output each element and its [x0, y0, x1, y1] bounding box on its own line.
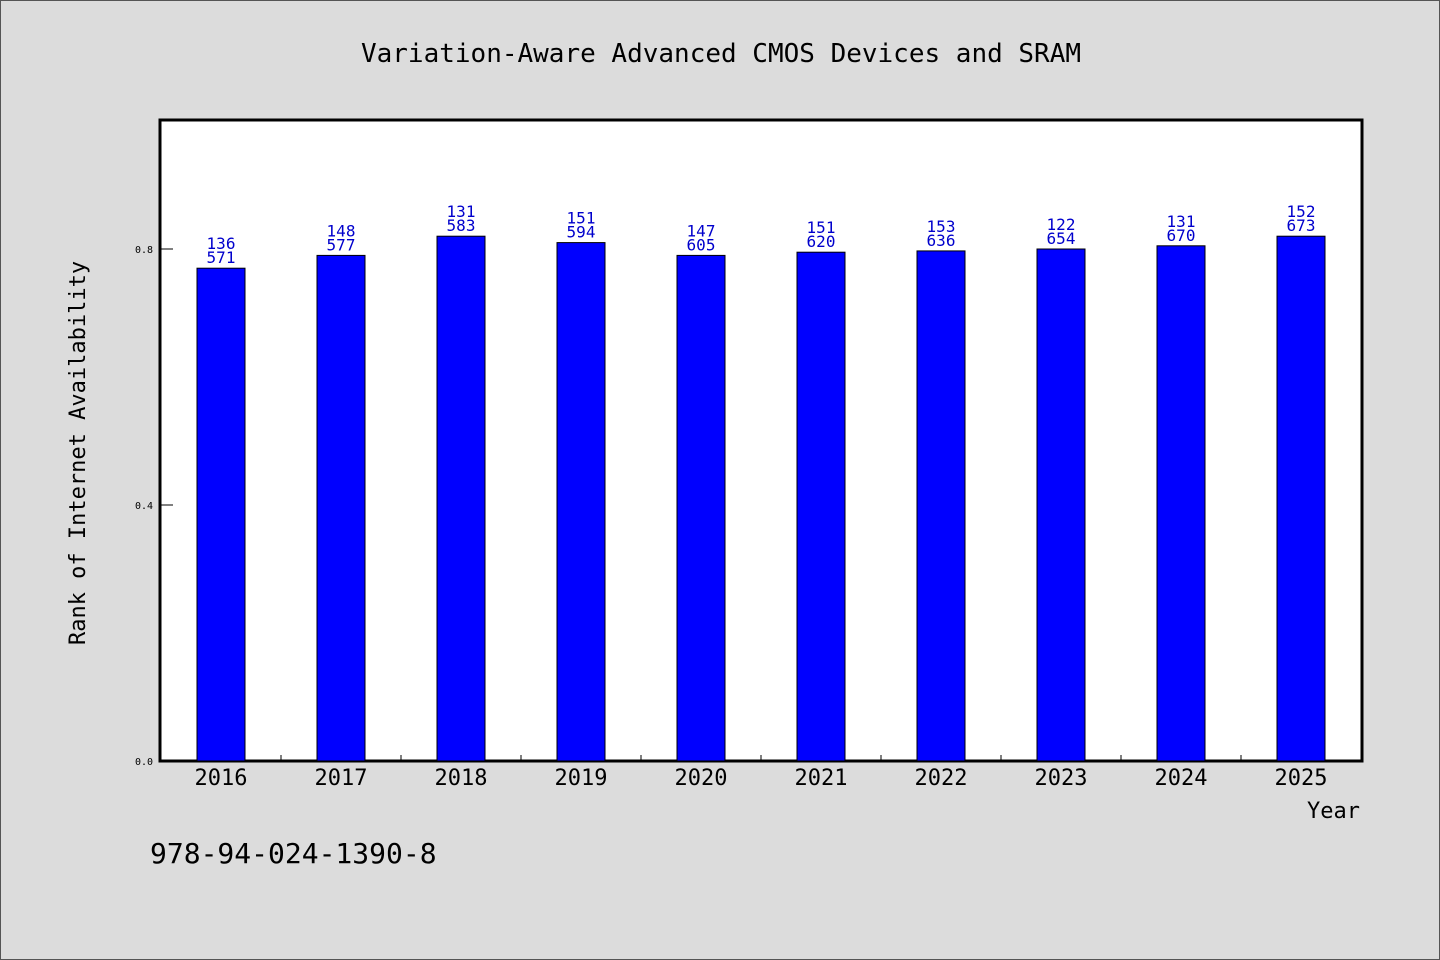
data-label-bottom: 583 [447, 216, 476, 235]
bar [1156, 245, 1206, 762]
data-label-top: 147 [687, 221, 716, 240]
bar [556, 242, 606, 762]
bar [1276, 235, 1326, 762]
data-label-top: 131 [447, 202, 476, 221]
data-label-top: 153 [927, 217, 956, 236]
data-label-bottom: 577 [327, 235, 356, 254]
data-label-bottom: 670 [1167, 226, 1196, 245]
x-tick-label: 2017 [315, 766, 368, 791]
x-axis-label: Year [1307, 799, 1360, 824]
bar [916, 250, 966, 762]
data-label-top: 148 [327, 221, 356, 240]
data-label-bottom: 620 [807, 232, 836, 251]
y-tick-label: 0.4 [135, 501, 153, 512]
y-axis-label: Rank of Internet Availability [66, 261, 91, 645]
bar [1036, 248, 1086, 762]
x-tick-label: 2019 [555, 766, 608, 791]
bar [796, 251, 846, 762]
y-tick-label: 0.0 [135, 757, 153, 768]
bar [196, 267, 246, 762]
data-label-bottom: 605 [687, 235, 716, 254]
x-tick-label: 2020 [675, 766, 728, 791]
bar [676, 254, 726, 762]
x-tick-label: 2021 [795, 766, 848, 791]
data-label-top: 131 [1167, 212, 1196, 231]
x-tick-label: 2018 [435, 766, 488, 791]
y-tick-label: 0.8 [135, 245, 153, 256]
data-label-top: 152 [1287, 202, 1316, 221]
data-label-bottom: 594 [567, 223, 596, 242]
data-label-bottom: 636 [927, 231, 956, 250]
x-tick-label: 2024 [1155, 766, 1208, 791]
x-tick-label: 2016 [195, 766, 248, 791]
chart-title: Variation-Aware Advanced CMOS Devices an… [361, 39, 1081, 69]
x-tick-label: 2022 [915, 766, 968, 791]
data-label-top: 151 [807, 218, 836, 237]
bar [316, 254, 366, 762]
data-label-top: 151 [567, 209, 596, 228]
x-tick-label: 2023 [1035, 766, 1088, 791]
x-tick-label: 2025 [1275, 766, 1328, 791]
data-labels: 2016571136201757714820185831312019594151… [195, 202, 1328, 791]
bar [436, 235, 486, 762]
data-label-bottom: 673 [1287, 216, 1316, 235]
bars [196, 235, 1326, 762]
axis-ticks: 0.0 0.4 0.8 [135, 245, 1242, 768]
data-label-top: 136 [207, 234, 236, 253]
data-label-bottom: 571 [207, 248, 236, 267]
data-label-bottom: 654 [1047, 229, 1076, 248]
footer-isbn: 978-94-024-1390-8 [150, 837, 437, 870]
data-label-top: 122 [1047, 215, 1076, 234]
